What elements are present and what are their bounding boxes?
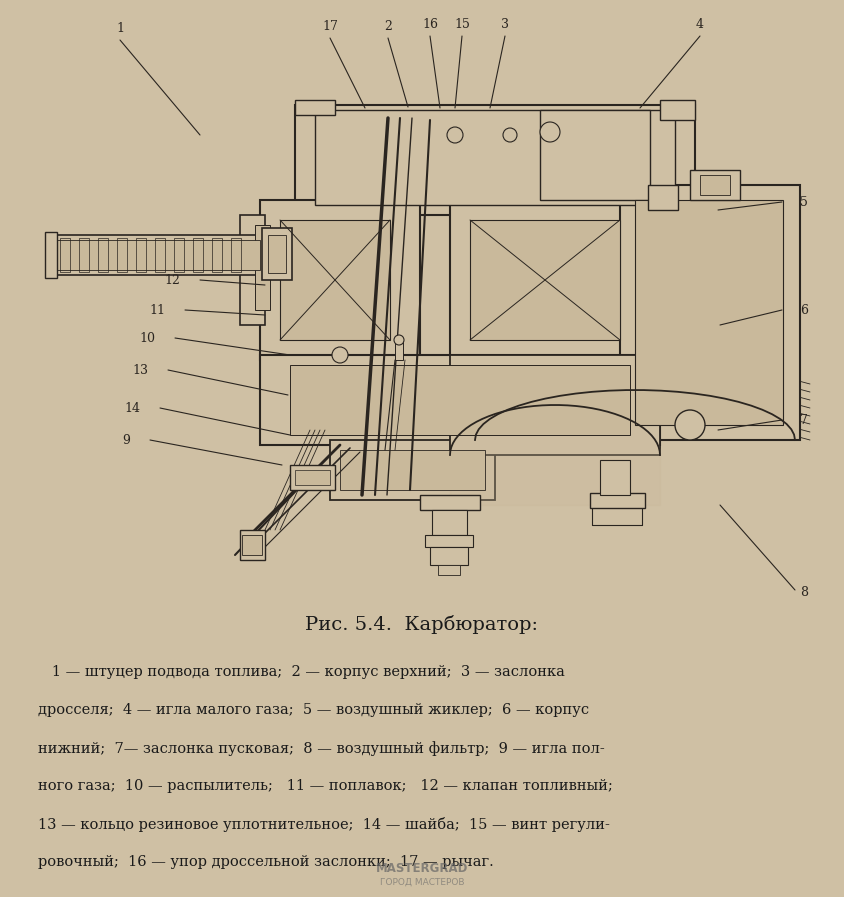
Bar xyxy=(136,238,146,272)
Text: 9: 9 xyxy=(122,433,130,447)
Bar xyxy=(659,100,694,120)
Bar xyxy=(647,185,677,210)
Text: MASTERGRAD: MASTERGRAD xyxy=(376,861,468,875)
Bar xyxy=(60,238,70,272)
Bar xyxy=(634,200,782,425)
Bar xyxy=(174,238,184,272)
Bar xyxy=(50,235,265,275)
Circle shape xyxy=(674,410,704,440)
Text: 5: 5 xyxy=(799,196,807,208)
Bar xyxy=(279,220,390,340)
Text: 13: 13 xyxy=(132,363,148,377)
Bar xyxy=(330,440,495,500)
Text: Рис. 5.4.  Карбюратор:: Рис. 5.4. Карбюратор: xyxy=(306,615,538,634)
Bar xyxy=(295,105,694,215)
Text: нижний;  7— заслонка пусковая;  8 — воздушный фильтр;  9 — игла пол-: нижний; 7— заслонка пусковая; 8 — воздуш… xyxy=(38,741,604,756)
Circle shape xyxy=(332,347,348,363)
Bar xyxy=(230,238,241,272)
Bar xyxy=(212,238,222,272)
Bar xyxy=(260,355,659,445)
Bar xyxy=(240,215,265,325)
Bar xyxy=(241,535,262,555)
Bar xyxy=(295,100,334,115)
Bar xyxy=(262,228,292,280)
Bar xyxy=(45,232,57,278)
Text: 11: 11 xyxy=(149,303,165,317)
Text: ного газа;  10 — распылитель;   11 — поплавок;   12 — клапан топливный;: ного газа; 10 — распылитель; 11 — поплав… xyxy=(38,779,612,793)
Bar xyxy=(425,535,473,547)
Bar xyxy=(116,238,127,272)
Bar xyxy=(339,450,484,490)
Bar xyxy=(240,530,265,560)
Circle shape xyxy=(502,128,517,142)
Text: 2: 2 xyxy=(384,20,392,33)
Bar xyxy=(437,565,459,575)
Bar xyxy=(315,110,674,205)
Circle shape xyxy=(393,335,403,345)
Text: 6: 6 xyxy=(799,303,807,317)
Text: 3: 3 xyxy=(500,18,508,31)
Text: 10: 10 xyxy=(138,332,154,344)
Text: 14: 14 xyxy=(124,402,140,414)
Text: 16: 16 xyxy=(421,18,437,31)
Bar xyxy=(295,470,330,485)
Bar xyxy=(539,110,649,200)
Circle shape xyxy=(446,127,463,143)
Bar xyxy=(98,238,108,272)
Text: 17: 17 xyxy=(322,20,338,33)
Text: 8: 8 xyxy=(799,586,807,598)
Bar xyxy=(154,238,165,272)
Text: 1: 1 xyxy=(116,22,124,35)
Bar xyxy=(450,355,659,455)
Bar xyxy=(394,340,403,360)
Bar xyxy=(289,465,334,490)
Text: 15: 15 xyxy=(453,18,469,31)
Bar xyxy=(192,238,203,272)
Bar xyxy=(469,220,619,340)
Bar xyxy=(589,493,644,508)
Circle shape xyxy=(539,122,560,142)
Bar xyxy=(690,170,739,200)
Bar xyxy=(450,200,649,360)
Bar xyxy=(619,185,799,440)
Text: 13 — кольцо резиновое уплотнительное;  14 — шайба;  15 — винт регули-: 13 — кольцо резиновое уплотнительное; 14… xyxy=(38,817,609,832)
Bar xyxy=(260,200,419,360)
Text: ГОРОД МАСТЕРОВ: ГОРОД МАСТЕРОВ xyxy=(379,877,463,886)
Text: 1 — штуцер подвода топлива;  2 — корпус верхний;  3 — заслонка: 1 — штуцер подвода топлива; 2 — корпус в… xyxy=(38,665,564,679)
Bar xyxy=(419,495,479,510)
Bar xyxy=(78,238,89,272)
Text: 12: 12 xyxy=(164,274,180,286)
Bar xyxy=(431,510,467,535)
Bar xyxy=(430,547,468,565)
Bar xyxy=(268,235,285,273)
Bar xyxy=(289,365,630,435)
Bar xyxy=(255,225,270,310)
Bar xyxy=(55,240,260,270)
Bar xyxy=(599,460,630,495)
Text: ровочный;  16 — упор дроссельной заслонки;  17 — рычаг.: ровочный; 16 — упор дроссельной заслонки… xyxy=(38,855,493,869)
Text: дросселя;  4 — игла малого газа;  5 — воздушный жиклер;  6 — корпус: дросселя; 4 — игла малого газа; 5 — возд… xyxy=(38,703,588,717)
Bar xyxy=(699,175,729,195)
Text: 4: 4 xyxy=(695,18,703,31)
Text: 7: 7 xyxy=(799,414,807,426)
